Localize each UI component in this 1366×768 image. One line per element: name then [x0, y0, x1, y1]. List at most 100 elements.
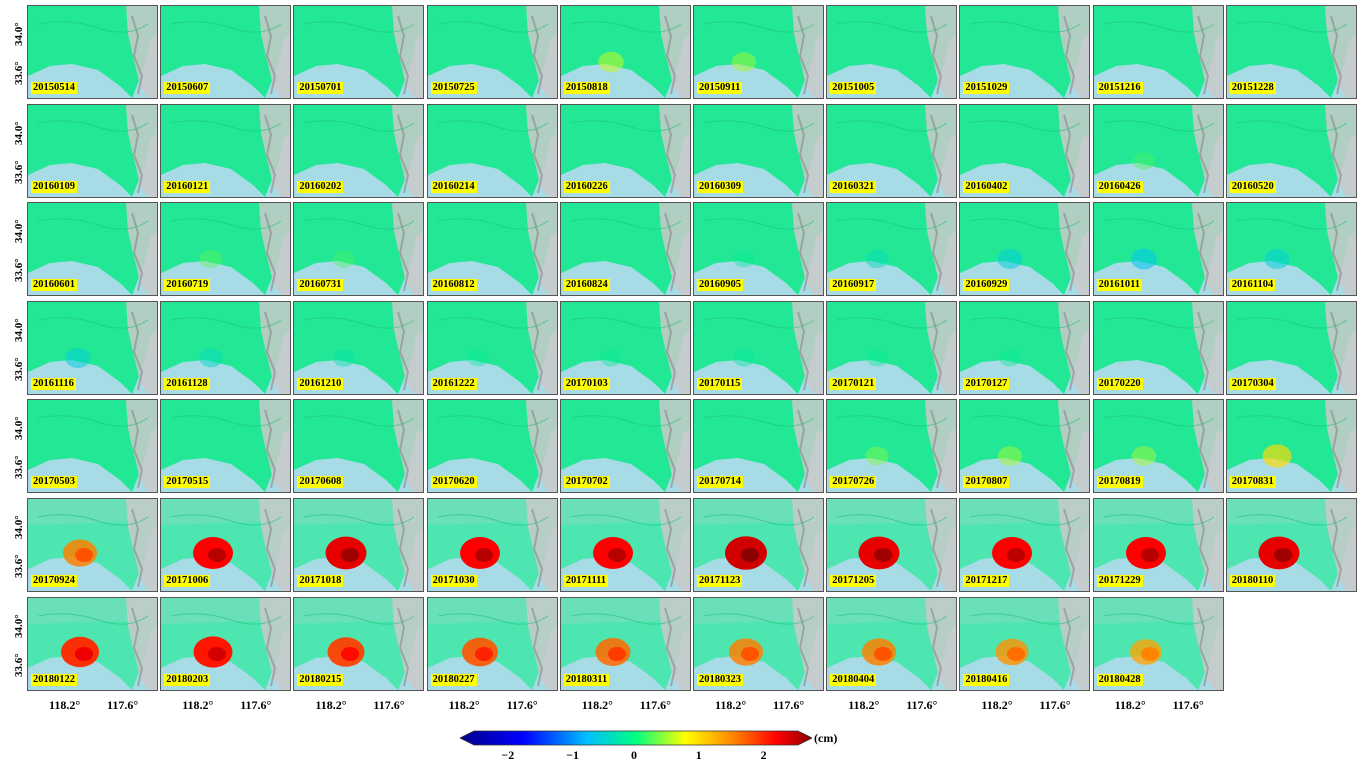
date-label: 20170714	[697, 476, 743, 489]
date-label: 20150725	[430, 82, 477, 94]
date-label: 20180122	[31, 673, 77, 686]
deformation-map	[694, 203, 823, 296]
date-label: 20160601	[31, 279, 77, 292]
date-label: 20170924	[31, 575, 77, 587]
map-panel: 20180122	[27, 596, 158, 691]
longitude-label: 118.2°	[848, 698, 880, 712]
date-label: 20170807	[963, 476, 1010, 489]
deformation-map	[294, 6, 424, 98]
date-label: 20151005	[830, 82, 877, 94]
latitude-label: 34.0°	[13, 416, 25, 441]
map-panel: 20160214	[426, 103, 558, 198]
longitude-label: 117.6°	[1172, 698, 1204, 712]
date-label: 20160309	[697, 180, 743, 193]
map-panel: 20160905	[693, 202, 824, 297]
deformation-map	[694, 104, 823, 197]
colorbar-tick-label: 0	[631, 748, 637, 762]
colorbar-unit: (cm)	[814, 731, 838, 745]
deformation-map	[161, 301, 291, 394]
map-panel: 20170503	[27, 399, 158, 494]
map-panel: 20170220	[1092, 300, 1224, 395]
latitude-label: 34.0°	[13, 22, 25, 46]
map-panel: 20160109	[27, 103, 158, 198]
date-label: 20161128	[164, 377, 210, 390]
panel-grid: 20150514 20150607 20150701	[27, 5, 1359, 695]
map-panel: 20161210	[293, 300, 425, 395]
longitude-label: 117.6°	[107, 698, 139, 712]
date-label: 20161222	[430, 377, 477, 390]
date-label: 20171229	[1096, 575, 1143, 587]
longitude-label: 117.6°	[373, 698, 405, 712]
date-label: 20150911	[697, 82, 743, 94]
map-panel: 20160719	[160, 202, 292, 297]
map-panel: 20171018	[293, 498, 425, 592]
date-label: 20150514	[31, 82, 77, 94]
longitude-label: 118.2°	[981, 698, 1013, 712]
date-label: 20170127	[963, 377, 1010, 390]
map-panel: 20170608	[293, 399, 425, 494]
colorbar-tick-label: −1	[566, 748, 580, 762]
date-label: 20160109	[31, 180, 77, 193]
map-panel: 20160601	[27, 202, 158, 297]
map-panel: 20170702	[559, 399, 691, 494]
latitude-label: 33.6°	[13, 554, 25, 578]
map-panel: 20171229	[1092, 498, 1224, 592]
date-label: 20180227	[430, 673, 477, 686]
deformation-map	[294, 104, 424, 197]
longitude-label: 118.2°	[315, 698, 347, 712]
deformation-map	[560, 499, 690, 591]
map-panel: 20170726	[826, 399, 958, 494]
map-panel: 20170127	[959, 300, 1091, 395]
longitude-label: 117.6°	[639, 698, 671, 712]
map-panel: 20150701	[293, 5, 425, 99]
map-panel: 20151029	[959, 5, 1091, 99]
deformation-map	[28, 499, 157, 591]
date-label: 20170103	[563, 377, 610, 390]
deformation-map	[1093, 499, 1223, 591]
map-panel: 20150911	[693, 5, 824, 99]
longitude-label: 118.2°	[182, 698, 214, 712]
longitude-label: 118.2°	[715, 698, 747, 712]
map-panel: 20171111	[559, 498, 691, 592]
date-label: 20170819	[1096, 476, 1143, 489]
map-panel: 20160226	[559, 103, 691, 198]
map-panel: 20180215	[293, 596, 425, 691]
map-panel: 20160520	[1225, 103, 1357, 198]
map-panel: 20161116	[27, 300, 158, 395]
date-label: 20160426	[1096, 180, 1143, 193]
map-panel: 20171030	[426, 498, 558, 592]
deformation-map	[427, 203, 557, 296]
date-label: 20160402	[963, 180, 1010, 193]
latitude-label: 34.0°	[13, 613, 25, 638]
deformation-map	[161, 104, 291, 197]
latitude-label: 34.0°	[13, 515, 25, 539]
date-label: 20180311	[563, 673, 610, 686]
date-label: 20151029	[963, 82, 1010, 94]
date-label: 20180416	[963, 673, 1010, 686]
colorbar-tick-label: −2	[501, 748, 515, 762]
date-label: 20160321	[830, 180, 877, 193]
date-label: 20171006	[164, 575, 211, 587]
map-panel: 20160309	[693, 103, 824, 198]
colorbar-tick-label: 1	[695, 748, 702, 762]
date-label: 20171111	[563, 575, 609, 587]
map-panel: 20151216	[1092, 5, 1224, 99]
map-panel: 20171123	[693, 498, 824, 592]
date-label: 20161104	[1229, 279, 1276, 292]
date-label: 20170115	[697, 377, 743, 390]
map-panel: 20160402	[959, 103, 1091, 198]
map-panel: 20170304	[1225, 300, 1357, 395]
latitude-label: 33.6°	[13, 159, 25, 184]
map-panel: 20151005	[826, 5, 958, 99]
date-label: 20161116	[31, 377, 76, 390]
date-label: 20170503	[31, 476, 77, 489]
date-label: 20160731	[297, 279, 344, 292]
date-label: 20160824	[563, 279, 610, 292]
latitude-label: 33.6°	[13, 455, 25, 480]
longitude-label: 118.2°	[581, 698, 613, 712]
deformation-map	[694, 597, 823, 690]
map-panel: 20161222	[426, 300, 558, 395]
date-label: 20171018	[297, 575, 344, 587]
map-panel: 20180404	[826, 596, 958, 691]
longitude-label: 117.6°	[773, 698, 805, 712]
